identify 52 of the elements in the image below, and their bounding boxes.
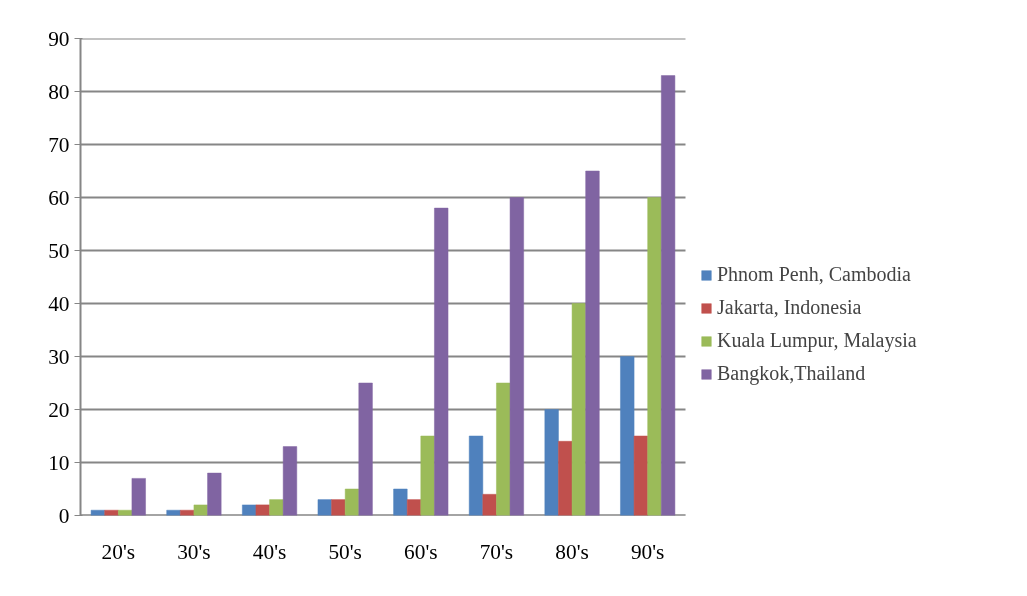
- bar: [269, 499, 284, 516]
- bar: [90, 509, 105, 516]
- legend-label: Jakarta, Indonesia: [717, 296, 862, 319]
- bar: [255, 504, 270, 516]
- y-tick-label: 80: [48, 79, 70, 104]
- bar: [482, 494, 497, 516]
- y-tick-label: 90: [48, 26, 70, 51]
- legend-label: Kuala Lumpur, Malaysia: [717, 329, 917, 352]
- y-tick-label: 50: [48, 238, 70, 263]
- legend-label: Bangkok,Thailand: [717, 362, 866, 385]
- bar: [661, 75, 676, 516]
- y-tick-label: 60: [48, 185, 70, 210]
- bar: [509, 197, 524, 516]
- bar: [620, 356, 635, 516]
- bar: [468, 435, 484, 516]
- x-tick-label: 70's: [479, 539, 514, 564]
- y-tick-label: 20: [48, 397, 70, 422]
- x-tick-label: 90's: [630, 539, 665, 564]
- bar: [544, 409, 559, 516]
- legend-label: Phnom Penh, Cambodia: [717, 263, 911, 286]
- bar: [571, 303, 586, 516]
- bar: [242, 504, 257, 516]
- bar: [331, 499, 346, 516]
- bar: [317, 499, 332, 516]
- bar: [647, 197, 662, 516]
- bar: [104, 509, 119, 516]
- bar: [434, 207, 449, 516]
- y-tick-label: 40: [48, 291, 70, 316]
- bar: [633, 435, 648, 516]
- x-tick-label: 60's: [404, 539, 438, 564]
- bar: [193, 504, 208, 516]
- bar: [585, 170, 600, 516]
- x-tick-label: 30's: [177, 539, 211, 564]
- bar: [558, 441, 573, 516]
- x-tick-label: 80's: [555, 539, 589, 564]
- bar: [406, 499, 422, 516]
- y-tick-label: 30: [48, 344, 70, 369]
- x-tick-label: 20's: [101, 539, 136, 564]
- x-tick-label: 40's: [252, 539, 287, 564]
- bar: [131, 478, 146, 516]
- bar: [358, 382, 373, 516]
- bar: [496, 382, 511, 516]
- x-tick-label: 50's: [328, 539, 362, 564]
- y-tick-label: 70: [48, 132, 70, 157]
- y-tick-label: 10: [48, 450, 70, 475]
- bar: [207, 472, 222, 516]
- bar: [344, 488, 360, 516]
- y-tick-label: 0: [58, 503, 70, 528]
- bar: [420, 435, 435, 516]
- bar: [393, 488, 408, 516]
- bar: [166, 509, 181, 516]
- bar: [282, 446, 298, 516]
